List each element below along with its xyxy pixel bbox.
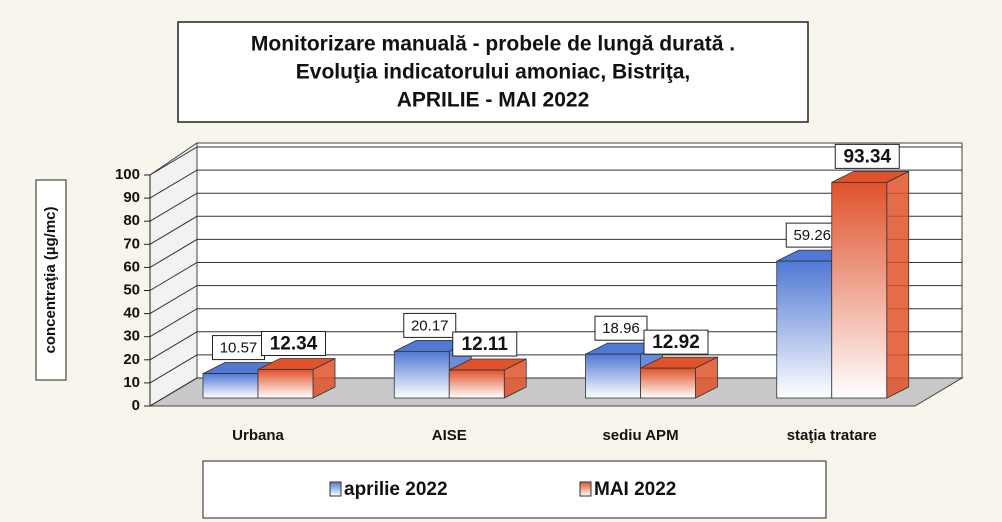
value-label: 10.57 [220, 340, 258, 357]
side-wall [149, 142, 198, 407]
value-label-box [452, 331, 518, 357]
value-label: 59.26 [793, 227, 831, 244]
value-label-box [643, 329, 709, 355]
bar [640, 367, 696, 399]
x-tick-label: Urbana [232, 427, 284, 444]
y-tick-label: 10 [123, 374, 140, 391]
grid-line [149, 238, 962, 268]
legend-swatch [329, 481, 342, 497]
y-tick-label: 90 [123, 189, 140, 206]
value-label-box [594, 315, 648, 341]
legend-box [202, 460, 827, 519]
chart-title: Monitorizare manuală - probele de lungă … [251, 33, 735, 56]
bar [257, 369, 314, 399]
y-tick-label: 60 [123, 258, 140, 275]
grid-line [149, 192, 962, 222]
grid-line [149, 262, 962, 291]
chart-title: APRILIE - MAI 2022 [397, 89, 590, 112]
bar [776, 260, 833, 399]
grid-line [149, 285, 962, 315]
legend-label: MAI 2022 [594, 479, 676, 500]
chart-title: Evoluţia indicatorului amoniac, Bistriţa… [296, 61, 690, 84]
grid-line [149, 169, 962, 199]
y-axis-label: concentraţia (µg/mc) [42, 206, 59, 353]
y-tick-label: 100 [115, 166, 140, 183]
bar [393, 351, 450, 399]
value-label: 20.17 [411, 317, 449, 334]
x-tick-label: sediu APM [602, 427, 678, 444]
y-tick-label: 80 [123, 212, 140, 229]
y-tick-label: 30 [123, 328, 140, 345]
legend-swatch [579, 481, 592, 497]
y-tick-label: 0 [132, 397, 140, 414]
x-tick-label: staţia tratare [787, 427, 877, 444]
y-tick-label: 20 [123, 351, 140, 368]
bar [202, 373, 259, 399]
y-tick-label: 70 [123, 235, 140, 252]
grid-line [149, 146, 962, 176]
value-label: 12.34 [270, 334, 318, 355]
title-box [177, 21, 809, 123]
y-label-box [35, 179, 67, 381]
value-label-box [403, 312, 457, 338]
y-tick-label: 50 [123, 281, 140, 298]
value-label: 12.92 [652, 332, 700, 353]
bar [585, 353, 641, 399]
value-label-box [261, 330, 326, 356]
value-label-box [785, 222, 839, 248]
bar-side [886, 170, 910, 399]
value-label-box [834, 143, 900, 169]
value-label: 12.11 [462, 334, 509, 355]
value-label: 18.96 [602, 320, 640, 337]
grid-line [149, 308, 962, 338]
y-tick-label: 40 [123, 305, 140, 322]
bar [448, 369, 505, 399]
legend-label: aprilie 2022 [344, 479, 448, 500]
grid-line [149, 215, 962, 245]
bar [831, 181, 888, 399]
x-tick-label: AISE [432, 427, 467, 444]
value-label: 93.34 [843, 146, 891, 167]
grid-line [149, 354, 962, 384]
